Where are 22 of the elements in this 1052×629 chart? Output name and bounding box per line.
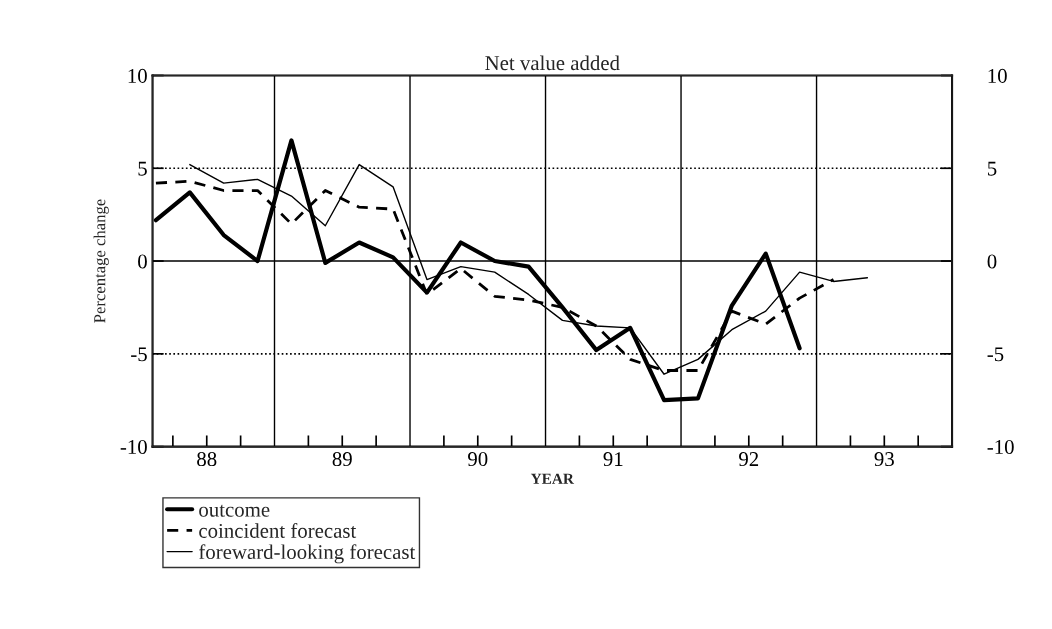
y-tick-label: -10 [120,439,147,455]
y-tick-label: 0 [138,254,147,269]
y2-tick-label: 10 [988,68,1007,83]
y-tick-label: -5 [131,347,147,362]
y2-tick-label: 5 [987,161,997,176]
x-tick-label: 93 [874,452,894,467]
chart-title: Net value added [485,55,620,71]
legend-label: outcome [199,504,270,517]
legend-label: foreward-looking forecast [199,544,416,564]
y2-tick-label: 0 [987,254,997,269]
x-tick-label: 90 [468,452,488,467]
y-tick-label: 10 [128,68,147,83]
x-axis-title: YEAR [530,473,575,484]
y-axis-title: Percentage change [93,199,109,323]
y2-tick-label: -5 [987,347,1004,362]
x-tick-label: 91 [603,452,623,467]
y-tick-label: 5 [138,161,147,176]
x-tick-label: 92 [739,452,759,467]
x-tick-label: 89 [332,452,352,467]
x-tick-label: 88 [197,452,217,467]
y2-tick-label: -10 [987,439,1014,455]
legend-label: coincident forecast [199,523,357,538]
